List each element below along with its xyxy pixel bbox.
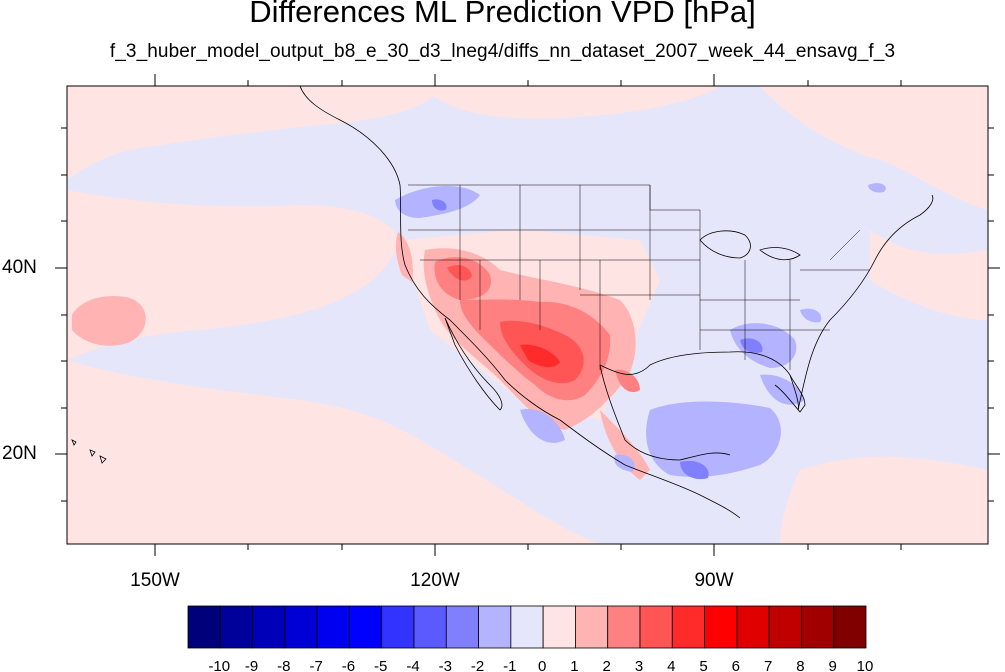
colorbar-swatch: [187, 605, 221, 649]
colorbar-label: -7: [309, 658, 322, 672]
map-frame: [55, 74, 1000, 556]
colorbar-label: -1: [503, 658, 516, 672]
colorbar-swatch: [252, 605, 286, 649]
field-positive-4-5: [520, 344, 560, 368]
colorbar-label: 3: [635, 658, 643, 672]
colorbar-label: -6: [342, 658, 355, 672]
colorbar-label: 1: [570, 658, 578, 672]
coastlines: [71, 85, 934, 519]
colorbar-swatch: [510, 605, 544, 649]
colorbar-label: -2: [471, 658, 484, 672]
map-subtitle: f_3_huber_model_output_b8_e_30_d3_lneg4/…: [109, 41, 896, 62]
colorbar-label: 8: [796, 658, 804, 672]
colorbar-label: 0: [538, 658, 546, 672]
colorbar-swatch: [607, 605, 641, 649]
lon-tick-label: 120W: [410, 570, 460, 591]
colorbar-swatch: [801, 605, 835, 649]
lat-tick-label: 40N: [2, 257, 37, 278]
field-negative-2-3: [432, 199, 763, 480]
colorbar-swatch: [413, 605, 447, 649]
colorbar-label: 10: [857, 658, 874, 672]
colorbar-label: -10: [208, 658, 230, 672]
colorbar-swatch: [542, 605, 576, 649]
colorbar-swatch: [316, 605, 350, 649]
colorbar-swatch: [736, 605, 770, 649]
colorbar-label: 2: [603, 658, 611, 672]
lon-tick-label: 150W: [130, 570, 180, 591]
field-negative-1-2: [395, 183, 886, 477]
lon-tick-label: 90W: [694, 570, 734, 591]
colorbar-swatch: [704, 605, 738, 649]
difference-field: [67, 86, 988, 544]
colorbar-label: 6: [732, 658, 740, 672]
state-borders: [408, 184, 870, 370]
colorbar-swatch: [445, 605, 479, 649]
map-title: Differences ML Prediction VPD [hPa]: [249, 0, 756, 29]
colorbar-label: -3: [439, 658, 452, 672]
colorbar-label: -9: [245, 658, 258, 672]
colorbar-swatch: [639, 605, 673, 649]
colorbar-label: 5: [699, 658, 707, 672]
colorbar-label: 9: [829, 658, 837, 672]
lat-tick-label: 20N: [2, 443, 37, 464]
colorbar-swatch: [768, 605, 802, 649]
colorbar-swatch: [219, 605, 253, 649]
colorbar-label: -5: [374, 658, 387, 672]
colorbar-label: 4: [667, 658, 675, 672]
colorbar-swatch: [381, 605, 415, 649]
colorbar-swatch: [833, 605, 867, 649]
colorbar-swatch: [575, 605, 609, 649]
colorbar-swatch: [284, 605, 318, 649]
colorbar-label: -8: [277, 658, 290, 672]
colorbar-label: -4: [406, 658, 419, 672]
colorbar-swatch: [671, 605, 705, 649]
colorbar-swatch: [478, 605, 512, 649]
colorbar-swatch: [349, 605, 383, 649]
colorbar-label: 7: [764, 658, 772, 672]
